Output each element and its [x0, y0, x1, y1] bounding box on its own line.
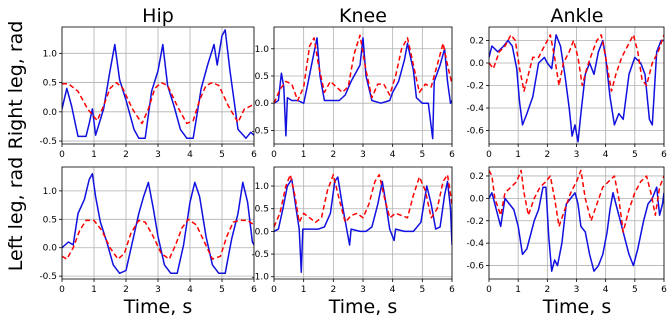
measured-trajectory-line-right-ankle	[489, 34, 664, 143]
panel-right-ankle: 0 1 2 3 4 5 6 -0.6 -0.4 -0.2 0.0 0.2	[466, 26, 667, 160]
panel-left-knee: 0 1 2 3 4 5 6 -1.0 -0.5 0.0 0.5 1.0	[251, 166, 455, 295]
x-tick-label: 5	[419, 150, 425, 160]
x-tick-label: 2	[544, 285, 550, 295]
y-tick-label: 0.0	[255, 99, 270, 109]
x-tick-label: 2	[123, 285, 129, 295]
y-tick-label: -1.0	[251, 273, 269, 283]
x-tick-label: 2	[330, 285, 336, 295]
x-tick-label: 3	[574, 150, 580, 160]
x-tick-label: 5	[219, 285, 225, 295]
x-tick-label: 5	[632, 285, 638, 295]
x-tick-label: 4	[390, 150, 396, 160]
y-tick-label: 1.0	[43, 49, 58, 59]
y-tick-label: 0.2	[470, 37, 484, 47]
x-tick-label: 6	[661, 285, 667, 295]
x-tick-label: 1	[91, 150, 97, 160]
column-title-knee: Knee	[339, 5, 387, 27]
x-tick-label: 6	[251, 150, 257, 160]
x-tick-label: 1	[91, 285, 97, 295]
x-tick-label: 6	[449, 285, 455, 295]
y-tick-label: 0.2	[470, 172, 484, 182]
x-tick-label: 3	[574, 285, 580, 295]
column-title-hip: Hip	[142, 5, 174, 27]
x-tick-label: 2	[544, 150, 550, 160]
x-tick-label: 4	[603, 150, 609, 160]
x-tick-label: 1	[301, 285, 307, 295]
measured-trajectory-line-left-ankle	[489, 186, 664, 272]
measured-trajectory-line-left-hip	[62, 173, 254, 275]
y-tick-label: 0.5	[255, 205, 269, 215]
reference-trajectory-line-right-ankle	[489, 34, 664, 92]
reference-trajectory-line-left-knee	[274, 173, 452, 228]
x-tick-label: 5	[419, 285, 425, 295]
x-tick-label: 4	[390, 285, 396, 295]
y-tick-label: -0.4	[466, 239, 484, 249]
x-tick-label: 3	[155, 150, 161, 160]
y-tick-label: 0.5	[43, 79, 57, 89]
x-tick-label: 4	[187, 285, 193, 295]
reference-trajectory-line-left-hip	[62, 218, 254, 260]
row-label-right-leg: Right leg, rad	[5, 21, 27, 150]
y-tick-label: -0.6	[466, 262, 484, 272]
measured-trajectory-line-right-knee	[274, 37, 452, 140]
y-tick-label: -0.4	[466, 104, 484, 114]
x-tick-label: 3	[360, 150, 366, 160]
x-axis-label-knee: Time, s	[328, 296, 397, 318]
y-tick-label: 0.5	[43, 215, 57, 225]
y-tick-label: -0.5	[39, 272, 57, 282]
reference-trajectory-line-left-ankle	[489, 169, 664, 233]
subplot-panels: 0 1 2 3 4 5 6 -0.5 0.0 0.5 1.0 0 1 2 3 4 5 6 -0.5 0.0 0.5 1.0…	[39, 26, 667, 295]
y-tick-label: 1.0	[255, 45, 270, 55]
reference-trajectory-line-right-hip	[62, 81, 254, 125]
x-tick-label: 5	[219, 150, 225, 160]
y-tick-label: -0.5	[251, 126, 269, 136]
column-title-ankle: Ankle	[550, 5, 603, 27]
x-tick-label: 0	[271, 285, 277, 295]
panel-left-hip: 0 1 2 3 4 5 6 -0.5 0.0 0.5 1.0	[39, 166, 257, 295]
y-tick-label: -0.5	[251, 250, 269, 260]
row-label-left-leg: Left leg, rad	[5, 157, 27, 271]
panel-right-hip: 0 1 2 3 4 5 6 -0.5 0.0 0.5 1.0	[39, 26, 257, 160]
x-tick-label: 1	[301, 150, 307, 160]
x-tick-label: 3	[360, 285, 366, 295]
x-tick-label: 3	[155, 285, 161, 295]
reference-trajectory-line-right-knee	[274, 34, 452, 104]
x-tick-label: 6	[449, 150, 455, 160]
y-tick-label: 0.0	[470, 59, 485, 69]
x-tick-label: 2	[330, 150, 336, 160]
x-tick-label: 5	[632, 150, 638, 160]
x-tick-label: 6	[661, 150, 667, 160]
y-tick-label: 0.0	[470, 194, 485, 204]
y-tick-label: 0.5	[255, 72, 269, 82]
x-tick-label: 0	[486, 150, 492, 160]
x-tick-label: 0	[271, 150, 277, 160]
y-tick-label: 0.0	[43, 108, 58, 118]
x-tick-label: 1	[515, 150, 521, 160]
y-tick-label: 0.0	[43, 244, 58, 254]
x-tick-label: 0	[486, 285, 492, 295]
y-tick-label: 0.0	[255, 227, 270, 237]
x-tick-label: 0	[59, 285, 65, 295]
panel-left-ankle: 0 1 2 3 4 5 6 -0.6 -0.4 -0.2 0.0 0.2	[466, 166, 667, 295]
y-tick-label: 1.0	[43, 187, 58, 197]
y-tick-label: -0.2	[466, 82, 484, 92]
x-tick-label: 1	[515, 285, 521, 295]
x-tick-label: 6	[251, 285, 257, 295]
measured-trajectory-line-left-knee	[274, 176, 452, 273]
x-axis-label-ankle: Time, s	[542, 296, 611, 318]
y-tick-label: -0.2	[466, 217, 484, 227]
x-axis-label-hip: Time, s	[123, 296, 192, 318]
x-tick-label: 0	[59, 150, 65, 160]
figure-text-layer: Hip Knee Ankle Right leg, rad Left leg, …	[5, 5, 611, 318]
y-tick-label: -0.6	[466, 127, 484, 137]
x-tick-label: 2	[123, 150, 129, 160]
panel-right-knee: 0 1 2 3 4 5 6 -0.5 0.0 0.5 1.0	[251, 26, 455, 160]
y-tick-label: 1.0	[255, 182, 270, 192]
y-tick-label: -0.5	[39, 137, 57, 147]
x-tick-label: 4	[603, 285, 609, 295]
x-tick-label: 4	[187, 150, 193, 160]
